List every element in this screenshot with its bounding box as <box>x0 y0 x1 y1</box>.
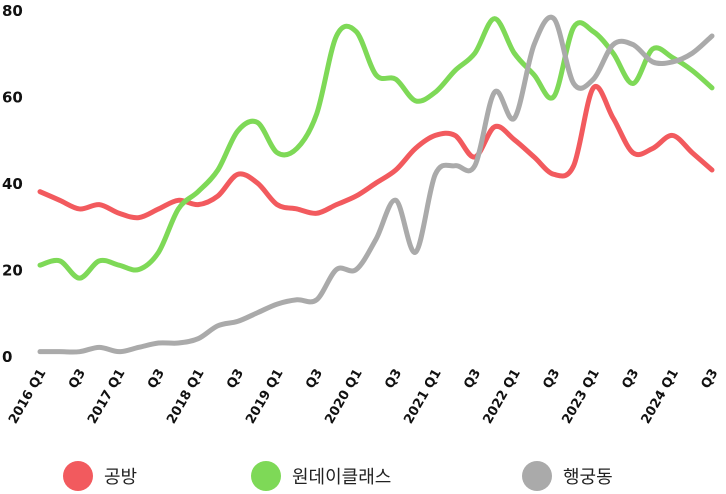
x-tick-label: Q3 <box>540 367 563 392</box>
y-axis: 0 20 40 60 80 <box>2 2 23 366</box>
x-tick-label: 2017 Q1 <box>85 367 128 427</box>
x-tick-label: 2019 Q1 <box>243 367 286 427</box>
series-line-2 <box>37 14 715 355</box>
series-lines <box>37 14 715 355</box>
y-tick-label: 60 <box>2 89 23 107</box>
legend-swatch <box>251 461 281 491</box>
x-tick-label: Q3 <box>382 367 405 392</box>
legend-item: 원데이클래스 <box>251 461 391 491</box>
y-tick-label: 20 <box>2 262 23 280</box>
x-tick-label: Q3 <box>224 367 247 392</box>
x-tick-label: 2022 Q1 <box>480 367 523 427</box>
x-tick-label: 2018 Q1 <box>164 367 207 427</box>
y-tick-label: 0 <box>2 348 12 366</box>
legend-label: 공방 <box>104 467 137 488</box>
x-tick-label: 2020 Q1 <box>322 367 365 427</box>
y-tick-label: 40 <box>2 175 23 193</box>
x-tick-label: 2021 Q1 <box>401 367 444 427</box>
y-tick-label: 80 <box>2 2 23 20</box>
series-line-0 <box>37 83 715 221</box>
x-tick-label: Q3 <box>66 367 89 392</box>
x-tick-label: 2023 Q1 <box>559 367 602 427</box>
x-tick-label: Q3 <box>619 367 642 392</box>
legend-swatch <box>63 461 93 491</box>
legend-item: 행궁동 <box>522 461 613 491</box>
x-tick-label: Q3 <box>461 367 484 392</box>
x-tick-label: Q3 <box>303 367 326 392</box>
x-tick-label: Q3 <box>145 367 168 392</box>
series-line-1 <box>37 16 715 281</box>
x-tick-label: 2024 Q1 <box>639 367 682 427</box>
legend-item: 공방 <box>63 461 137 491</box>
x-tick-label: 2016 Q1 <box>6 367 49 427</box>
legend-label: 원데이클래스 <box>292 467 391 488</box>
legend-label: 행궁동 <box>563 467 613 488</box>
x-tick-label: Q3 <box>698 367 721 392</box>
legend-swatch <box>522 461 552 491</box>
legend: 공방 원데이클래스 행궁동 <box>63 461 613 491</box>
